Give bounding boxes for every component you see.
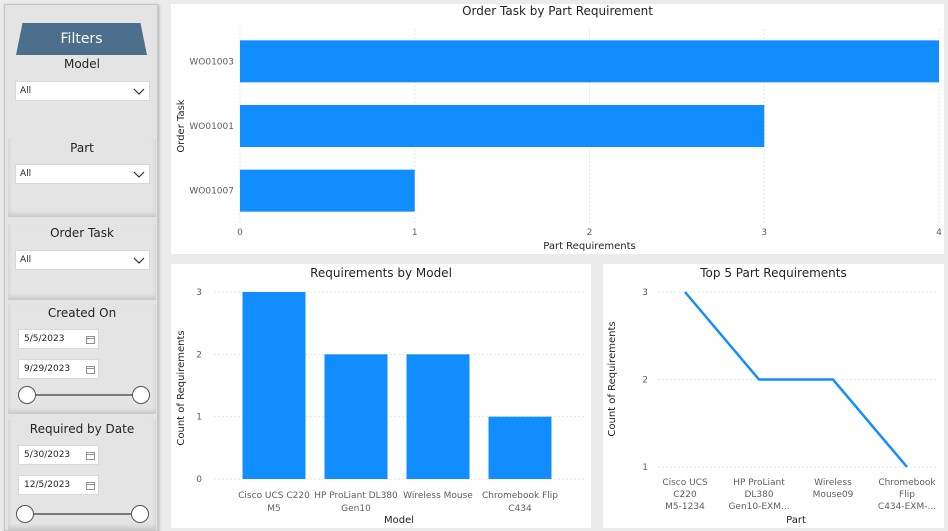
required-by-end-value: 12/5/2023 bbox=[24, 480, 71, 490]
order-task-chart-panel: Order Task by Part Requirement 0 1 2 3 4 WO01… bbox=[171, 4, 944, 254]
x-tick-label: 2 bbox=[587, 228, 593, 238]
bar bbox=[240, 40, 939, 83]
top5-part-requirements-panel: Top 5 Part Requirements 1 2 3 Cisco UCS C220… bbox=[603, 264, 944, 528]
x-tick-label: 1 bbox=[412, 228, 418, 238]
bar bbox=[240, 105, 765, 147]
model-dropdown[interactable]: All bbox=[15, 81, 150, 101]
y-tick-label: 3 bbox=[196, 288, 202, 298]
x-tick-label: 4 bbox=[936, 228, 942, 238]
x-tick-label: Cisco UCS C220 bbox=[238, 491, 310, 501]
filters-sidebar: Filters Model All Part All Order Task Al… bbox=[4, 4, 158, 531]
x-tick-label: M5-1234 bbox=[665, 502, 705, 512]
calendar-icon bbox=[86, 452, 95, 460]
x-tick-label: Chromebook bbox=[878, 478, 936, 488]
x-tick-label: C434-EXM-... bbox=[878, 502, 936, 512]
x-tick-label: 0 bbox=[237, 228, 243, 238]
model-dropdown-value: All bbox=[20, 86, 32, 96]
part-slicer: Part All bbox=[8, 139, 156, 217]
created-on-slicer-title: Created On bbox=[47, 306, 117, 320]
y-tick-label: 3 bbox=[642, 288, 648, 298]
order-task-slicer: Order Task All bbox=[8, 224, 156, 300]
required-by-slicer: Required by Date 5/30/2023 12/5/2023 bbox=[8, 420, 156, 530]
x-tick-label: HP ProLiant bbox=[733, 478, 785, 488]
y-axis-label: Count of Requirements bbox=[607, 321, 618, 436]
y-axis-label: Count of Requirements bbox=[176, 330, 187, 445]
order-task-slicer-title: Order Task bbox=[50, 226, 114, 240]
x-tick-label: DL380 bbox=[744, 490, 773, 500]
model-slicer: Model All bbox=[8, 55, 156, 135]
chevron-down-icon bbox=[133, 88, 145, 95]
x-tick-label: 3 bbox=[761, 228, 767, 238]
filters-tab: Filters bbox=[16, 23, 147, 55]
y-tick-label: 2 bbox=[196, 350, 202, 360]
order-task-dropdown[interactable]: All bbox=[15, 250, 150, 270]
bar bbox=[240, 169, 415, 212]
bar bbox=[242, 292, 306, 479]
series-line bbox=[684, 291, 908, 468]
requirements-by-model-chart: 0 1 2 3 Cisco UCS C220 M5 HP ProLiant DL380 Gen… bbox=[176, 288, 586, 526]
required-by-end-date[interactable]: 12/5/2023 bbox=[18, 475, 99, 495]
part-dropdown[interactable]: All bbox=[15, 164, 150, 184]
y-tick-label: 2 bbox=[642, 376, 648, 386]
requirements-by-model-panel: Requirements by Model 0 1 2 3 Cisco UCS C220… bbox=[171, 264, 591, 528]
x-tick-label: C220 bbox=[673, 490, 697, 500]
required-by-slider-track bbox=[25, 513, 141, 515]
x-tick-label: Mouse09 bbox=[813, 490, 854, 500]
model-slicer-title: Model bbox=[63, 57, 101, 71]
calendar-icon bbox=[86, 336, 95, 344]
x-tick-label: C434 bbox=[508, 504, 532, 514]
created-on-start-date[interactable]: 5/5/2023 bbox=[18, 329, 99, 349]
y-tick-label: WO01003 bbox=[189, 57, 234, 67]
chevron-down-icon bbox=[133, 171, 145, 178]
x-tick-label: HP ProLiant DL380 bbox=[314, 491, 398, 501]
y-tick-label: 1 bbox=[196, 413, 202, 423]
x-axis-label: Part bbox=[786, 515, 806, 526]
x-tick-label: Cisco UCS bbox=[662, 478, 708, 488]
x-tick-label: Wireless bbox=[814, 478, 852, 488]
order-task-dropdown-value: All bbox=[20, 255, 32, 265]
y-tick-label: 1 bbox=[642, 463, 648, 473]
x-axis-label: Model bbox=[384, 515, 414, 526]
bar bbox=[488, 416, 552, 479]
x-tick-label: M5 bbox=[267, 504, 281, 514]
requirements-by-model-title: Requirements by Model bbox=[310, 266, 452, 280]
x-tick-label: Chromebook Flip bbox=[482, 491, 558, 501]
required-by-start-value: 5/30/2023 bbox=[24, 450, 71, 460]
chevron-down-icon bbox=[133, 257, 145, 264]
bar bbox=[406, 354, 470, 479]
calendar-icon bbox=[86, 366, 95, 374]
x-tick-label: Gen10-EXM... bbox=[728, 502, 789, 512]
created-on-slicer: Created On 5/5/2023 9/29/2023 bbox=[8, 304, 156, 414]
part-slicer-title: Part bbox=[70, 141, 94, 155]
required-by-slider-end-handle[interactable] bbox=[131, 505, 149, 523]
required-by-slider-start-handle[interactable] bbox=[16, 505, 34, 523]
y-tick-label: WO01001 bbox=[189, 122, 234, 132]
filters-title: Filters bbox=[60, 31, 103, 47]
part-dropdown-value: All bbox=[20, 169, 32, 179]
created-on-end-date[interactable]: 9/29/2023 bbox=[18, 359, 99, 379]
calendar-icon bbox=[86, 482, 95, 490]
created-on-slider-start-handle[interactable] bbox=[18, 386, 36, 404]
top5-part-requirements-chart: 1 2 3 Cisco UCS C220 M5-1234 HP ProLiant DL380 G… bbox=[607, 288, 939, 526]
y-tick-label: WO01007 bbox=[189, 187, 234, 197]
y-tick-label: 0 bbox=[196, 475, 202, 485]
created-on-end-value: 9/29/2023 bbox=[24, 364, 71, 374]
x-tick-label: Gen10 bbox=[341, 504, 371, 514]
y-axis-label: Order Task bbox=[176, 99, 187, 152]
required-by-start-date[interactable]: 5/30/2023 bbox=[18, 445, 99, 465]
x-tick-label: Flip bbox=[899, 490, 915, 500]
order-task-chart: 0 1 2 3 4 WO01003 WO01001 WO01007 Part Requireme… bbox=[176, 29, 942, 252]
top5-part-requirements-title: Top 5 Part Requirements bbox=[700, 266, 847, 280]
bar bbox=[324, 354, 388, 479]
required-by-slicer-title: Required by Date bbox=[29, 422, 135, 436]
x-axis-label: Part Requirements bbox=[543, 241, 635, 252]
created-on-start-value: 5/5/2023 bbox=[24, 334, 65, 344]
order-task-chart-title: Order Task by Part Requirement bbox=[462, 4, 653, 18]
created-on-slider-track bbox=[27, 394, 143, 396]
created-on-slider-end-handle[interactable] bbox=[132, 386, 150, 404]
x-tick-label: Wireless Mouse bbox=[403, 491, 473, 501]
